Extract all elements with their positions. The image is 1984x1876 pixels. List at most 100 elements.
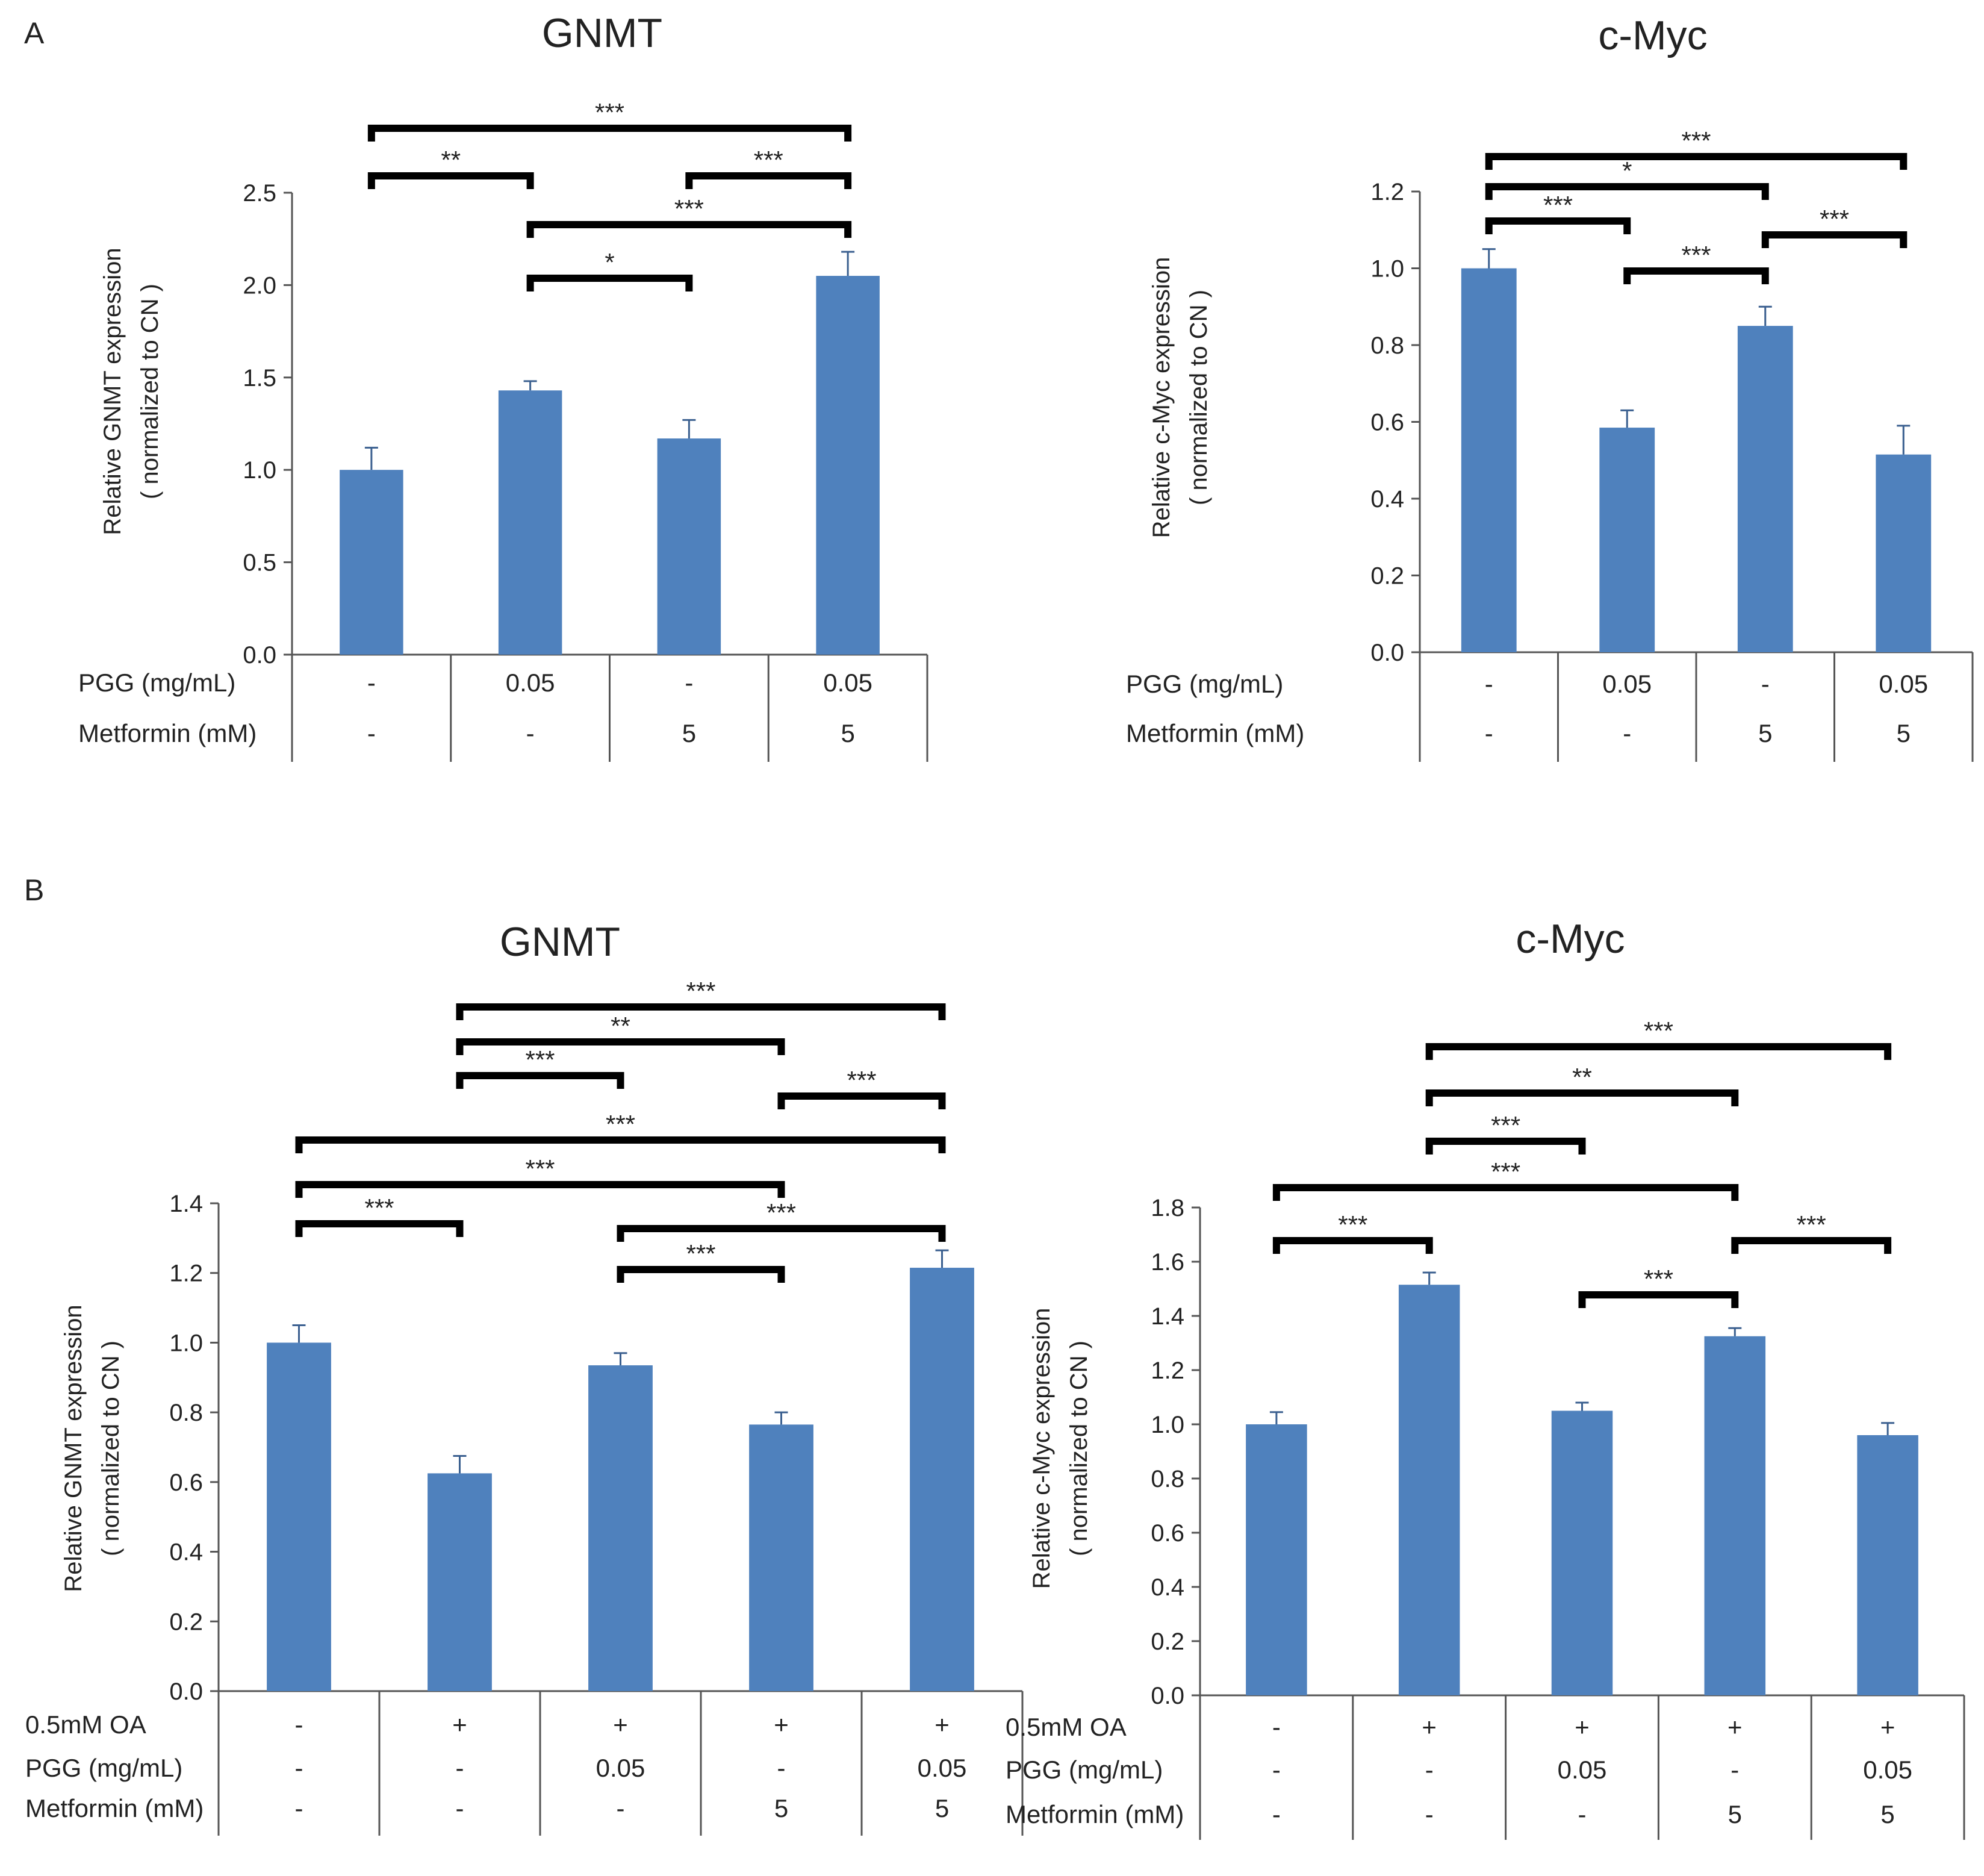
significance-label: *** (364, 1194, 394, 1222)
significance-label: *** (1644, 1017, 1673, 1045)
significance-label: *** (1681, 241, 1711, 269)
y-tick-label: 2.5 (243, 180, 276, 207)
y-tick-label: 0.0 (169, 1678, 203, 1705)
y-tick-label: 0.6 (169, 1469, 203, 1496)
significance-bracket (1485, 153, 1908, 170)
condition-value: 5 (841, 719, 854, 747)
condition-value: - (295, 1754, 303, 1782)
condition-value: - (1272, 1713, 1281, 1741)
y-tick-label: 1.0 (169, 1330, 203, 1356)
significance-bracket (526, 221, 852, 238)
y-tick-label: 1.4 (169, 1191, 203, 1217)
condition-value: - (685, 668, 693, 697)
condition-value: - (1425, 1756, 1434, 1784)
y-tick-label: 0.0 (243, 642, 276, 668)
significance-bracket (456, 1072, 624, 1089)
condition-value: 5 (682, 719, 696, 747)
bar (498, 390, 562, 655)
significance-label: ** (441, 146, 461, 174)
significance-bracket (1485, 183, 1769, 200)
significance-bracket (1623, 267, 1769, 284)
significance-label: *** (767, 1198, 796, 1227)
condition-value: 5 (1728, 1800, 1742, 1828)
significance-label: *** (847, 1066, 876, 1094)
y-tick-label: 1.2 (169, 1261, 203, 1287)
condition-value: 5 (1758, 719, 1772, 747)
condition-value: + (1880, 1713, 1895, 1741)
significance-label: *** (525, 1155, 555, 1183)
condition-value: - (777, 1754, 786, 1782)
significance-bracket (685, 172, 852, 189)
significance-label: *** (525, 1046, 555, 1074)
significance-label: * (1622, 157, 1632, 185)
y-tick-label: 1.5 (243, 365, 276, 391)
significance-label: *** (1491, 1111, 1520, 1139)
y-tick-label: 1.8 (1151, 1195, 1184, 1221)
bar (1398, 1285, 1460, 1695)
condition-value: - (526, 719, 535, 747)
significance-bracket (1731, 1237, 1892, 1254)
y-tick-label: 1.0 (1370, 256, 1404, 282)
significance-bracket (456, 1003, 946, 1020)
y-tick-label: 0.8 (1370, 332, 1404, 359)
significance-label: *** (1820, 205, 1849, 233)
condition-value: 0.05 (1602, 670, 1652, 698)
condition-value: 5 (1897, 719, 1911, 747)
y-tick-label: 1.4 (1151, 1303, 1184, 1330)
condition-value: 0.05 (918, 1754, 967, 1782)
chart-a-cmyc: c-Myc Relative c-Myc expression ( normaliz… (1126, 13, 1974, 762)
significance-bracket (777, 1092, 946, 1109)
condition-value: 0.05 (1863, 1756, 1912, 1784)
condition-value: - (617, 1794, 625, 1822)
chart-title: c-Myc (1516, 916, 1625, 962)
chart-title: GNMT (542, 10, 662, 56)
y-tick-label: 0.0 (1370, 640, 1404, 666)
significance-label: *** (1338, 1211, 1367, 1239)
y-tick-label: 0.4 (1151, 1574, 1184, 1601)
bar (910, 1268, 974, 1691)
condition-label: Metformin (mM) (1006, 1800, 1184, 1828)
significance-bracket (456, 1038, 785, 1055)
bar (749, 1424, 813, 1691)
y-tick-label: 0.4 (1370, 486, 1404, 513)
y-axis-label: Relative GNMT expression (60, 1304, 87, 1592)
condition-label: PGG (mg/mL) (1126, 670, 1283, 698)
chart-b-cmyc: c-Myc Relative c-Myc expression ( normaliz… (1006, 916, 1965, 1840)
significance-label: *** (1491, 1158, 1520, 1186)
significance-bracket (1272, 1237, 1433, 1254)
condition-value: 0.05 (596, 1754, 645, 1782)
condition-label: PGG (mg/mL) (1006, 1756, 1163, 1784)
condition-value: + (1575, 1713, 1590, 1741)
condition-value: 0.05 (1879, 670, 1928, 698)
chart-title: GNMT (500, 919, 620, 965)
condition-value: - (1761, 670, 1770, 698)
condition-value: - (456, 1754, 464, 1782)
condition-value: + (452, 1710, 467, 1739)
bar (1551, 1410, 1613, 1695)
condition-value: + (613, 1710, 628, 1739)
bar (1857, 1435, 1918, 1695)
condition-value: + (1422, 1713, 1437, 1741)
significance-bracket (295, 1136, 946, 1153)
panel-label-b: B (24, 873, 44, 907)
y-axis-label: Relative c-Myc expression (1148, 257, 1175, 538)
significance-label: *** (1681, 126, 1711, 155)
condition-value: - (1272, 1756, 1281, 1784)
significance-bracket (367, 172, 534, 189)
condition-value: 0.05 (1558, 1756, 1607, 1784)
y-tick-label: 0.2 (1370, 563, 1404, 590)
significance-bracket (295, 1220, 464, 1237)
y-tick-label: 2.0 (243, 272, 276, 299)
significance-bracket (1272, 1184, 1739, 1201)
significance-label: *** (606, 1110, 635, 1138)
significance-label: *** (686, 977, 715, 1005)
bar (1599, 428, 1655, 652)
y-tick-label: 0.5 (243, 550, 276, 576)
significance-bracket (526, 275, 693, 291)
y-axis-label: Relative GNMT expression (99, 248, 126, 535)
chart-b-gnmt: GNMT Relative GNMT expression ( normalized… (25, 919, 1024, 1836)
condition-label: PGG (mg/mL) (78, 668, 235, 697)
y-tick-label: 0.4 (169, 1539, 203, 1566)
significance-bracket (617, 1266, 785, 1283)
